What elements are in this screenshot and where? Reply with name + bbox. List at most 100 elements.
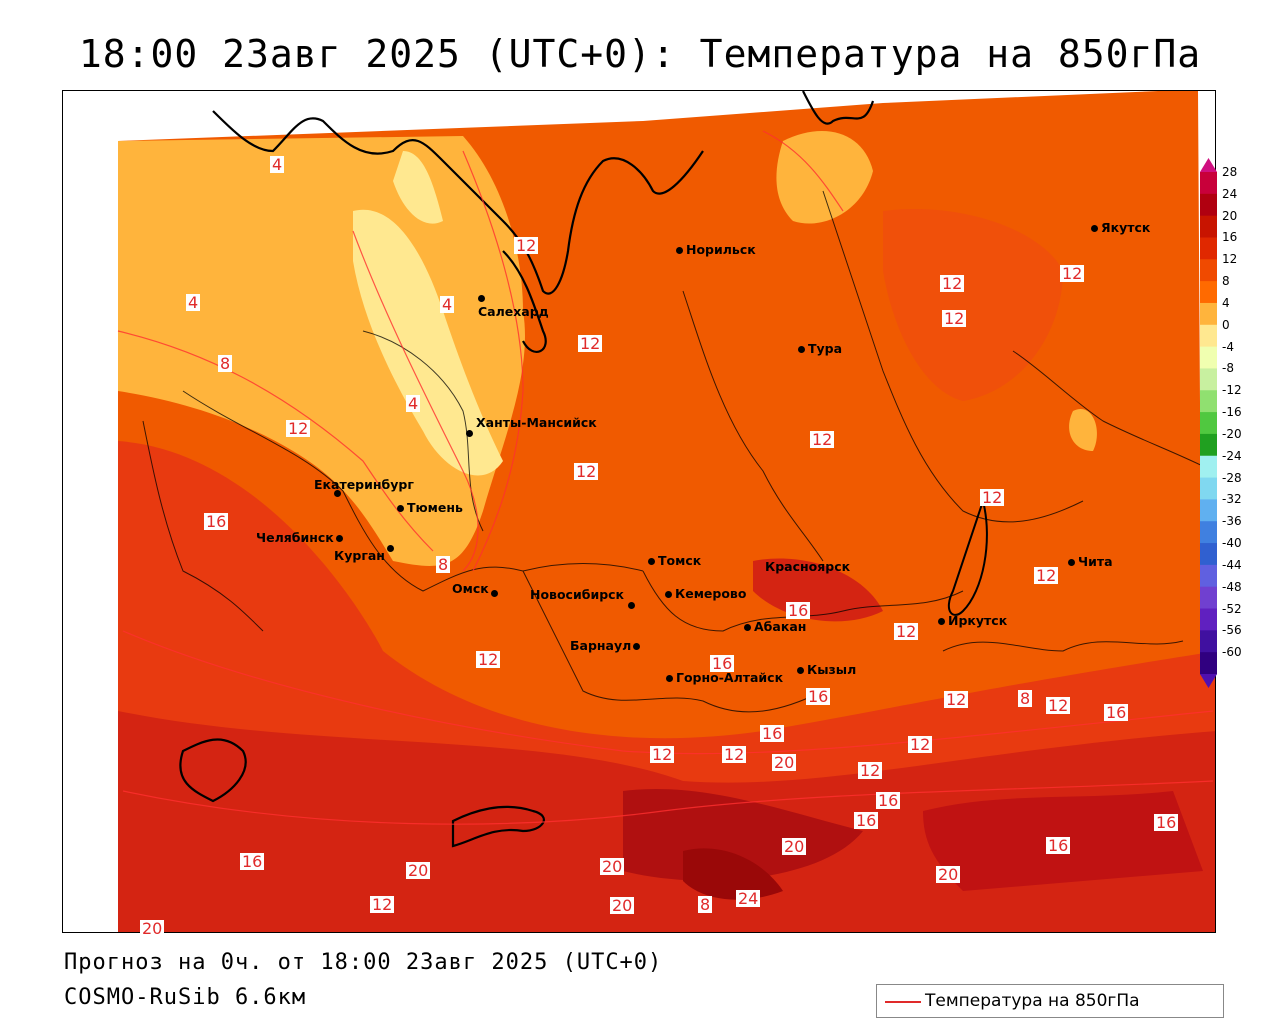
colorbar-tick-label: -60 bbox=[1222, 645, 1242, 660]
city-marker-icon bbox=[1068, 559, 1075, 566]
city-krasnoyarsk: Красноярск bbox=[765, 559, 851, 574]
contour-label: 16 bbox=[1104, 703, 1129, 722]
contour-label: 12 bbox=[980, 488, 1005, 507]
colorbar-swatch bbox=[1200, 564, 1217, 588]
colorbar-swatch bbox=[1200, 652, 1217, 675]
contour-label: 16 bbox=[760, 724, 785, 743]
contour-label: 12 bbox=[944, 690, 969, 709]
city-chita: Чита bbox=[1068, 554, 1113, 569]
contour-label: 4 bbox=[440, 295, 455, 314]
city-marker-icon bbox=[466, 430, 473, 437]
colorbar-tick-label: -20 bbox=[1222, 426, 1242, 441]
map-title: 18:00 23авг 2025 (UTC+0): Температура на… bbox=[78, 32, 1202, 76]
colorbar-tick-label: -28 bbox=[1222, 470, 1242, 485]
contour-label: 12 bbox=[574, 462, 599, 481]
colorbar-tick-label: -4 bbox=[1222, 339, 1234, 354]
city-marker-icon bbox=[335, 535, 343, 542]
contour-label: 12 bbox=[894, 622, 919, 641]
forecast-text: Прогноз на 0ч. от 18:00 23авг 2025 (UTC+… bbox=[64, 950, 663, 975]
contour-label: 20 bbox=[772, 753, 797, 772]
city-marker-icon bbox=[334, 490, 341, 497]
colorbar-tick-label: -8 bbox=[1222, 361, 1234, 376]
city-salekhard: Салехард bbox=[478, 290, 559, 319]
colorbar-tick-label: -44 bbox=[1222, 557, 1242, 572]
city-marker-icon bbox=[490, 590, 498, 597]
city-marker-icon bbox=[633, 643, 641, 650]
model-text: COSMO-RuSib 6.6км bbox=[64, 985, 307, 1010]
city-tura: Тура bbox=[798, 341, 842, 356]
colorbar-swatch bbox=[1200, 477, 1217, 500]
colorbar-tick-label: 20 bbox=[1222, 208, 1238, 223]
city-kemerovo: Кемерово bbox=[665, 586, 746, 601]
contour-label: 16 bbox=[240, 852, 265, 871]
colorbar-tick-label: -24 bbox=[1222, 448, 1242, 463]
city-marker-icon bbox=[666, 675, 673, 682]
contour-label: 12 bbox=[370, 895, 395, 914]
colorbar-tick-label: -12 bbox=[1222, 383, 1242, 398]
contour-label: 4 bbox=[270, 155, 285, 174]
colorbar bbox=[1200, 158, 1217, 688]
colorbar-swatch bbox=[1200, 368, 1217, 391]
city-yekaterinburg: Екатеринбург bbox=[314, 477, 414, 492]
colorbar-swatch bbox=[1200, 608, 1217, 631]
colorbar-top-arrow bbox=[1200, 158, 1217, 172]
colorbar-tick-label: -16 bbox=[1222, 405, 1242, 420]
city-gorno-altaysk: Горно-Алтайск bbox=[666, 670, 783, 685]
contour-label: 12 bbox=[1060, 264, 1085, 283]
contour-label: 12 bbox=[940, 274, 965, 293]
colorbar-swatch bbox=[1200, 390, 1217, 413]
city-khanty-mansiysk: Ханты-Мансийск bbox=[466, 415, 597, 437]
city-yakutsk: Якутск bbox=[1091, 220, 1150, 235]
city-marker-icon bbox=[797, 667, 804, 674]
colorbar-tick-label: -32 bbox=[1222, 492, 1242, 507]
colorbar-swatch bbox=[1200, 237, 1217, 260]
colorbar-swatch bbox=[1200, 215, 1217, 238]
colorbar-swatch bbox=[1200, 172, 1217, 195]
legend-line-icon bbox=[885, 1001, 921, 1003]
city-chelyabinsk: Челябинск bbox=[256, 530, 346, 545]
contour-label: 4 bbox=[186, 293, 201, 312]
colorbar-tick-label: -40 bbox=[1222, 536, 1242, 551]
colorbar-swatch bbox=[1200, 521, 1217, 544]
contour-label: 12 bbox=[476, 650, 501, 669]
colorbar-tick-label: 4 bbox=[1222, 295, 1230, 310]
city-norilsk: Норильск bbox=[676, 242, 756, 257]
colorbar-tick-label: 28 bbox=[1222, 165, 1238, 179]
contour-label: 16 bbox=[786, 601, 811, 620]
colorbar-tick-label: -48 bbox=[1222, 579, 1242, 594]
city-marker-icon bbox=[676, 247, 683, 254]
contour-label: 8 bbox=[436, 555, 451, 574]
colorbar-swatch bbox=[1200, 586, 1217, 610]
contour-label: 20 bbox=[600, 857, 625, 876]
contour-label: 16 bbox=[876, 791, 901, 810]
contour-label: 12 bbox=[514, 236, 539, 255]
contour-label: 20 bbox=[140, 919, 165, 938]
contour-label: 12 bbox=[722, 745, 747, 764]
legend: Температура на 850гПа bbox=[876, 984, 1224, 1018]
colorbar-swatch bbox=[1200, 302, 1217, 326]
colorbar-swatch bbox=[1200, 543, 1217, 566]
contour-label: 24 bbox=[736, 889, 761, 908]
city-marker-icon bbox=[648, 558, 655, 565]
contour-label: 20 bbox=[610, 896, 635, 915]
contour-label: 16 bbox=[806, 687, 831, 706]
contour-label: 16 bbox=[1046, 836, 1071, 855]
contour-label: 8 bbox=[1018, 689, 1033, 708]
city-novosibirsk: Новосибирск bbox=[530, 587, 638, 609]
colorbar-tick-label: -36 bbox=[1222, 514, 1242, 529]
contour-label: 12 bbox=[1046, 696, 1071, 715]
colorbar-swatch bbox=[1200, 433, 1217, 457]
contour-label: 16 bbox=[854, 811, 879, 830]
colorbar-tick-label: 24 bbox=[1222, 186, 1238, 201]
city-marker-icon bbox=[628, 602, 636, 609]
temperature-field bbox=[63, 91, 1215, 932]
colorbar-swatch bbox=[1200, 259, 1217, 282]
city-tomsk: Томск bbox=[648, 553, 701, 568]
colorbar-swatch bbox=[1200, 412, 1217, 435]
city-abakan: Абакан bbox=[744, 619, 806, 634]
contour-label: 12 bbox=[286, 419, 311, 438]
colorbar-swatch bbox=[1200, 346, 1217, 369]
contour-label: 12 bbox=[650, 745, 675, 764]
contour-label: 20 bbox=[936, 865, 961, 884]
colorbar-tick-label: 0 bbox=[1222, 317, 1230, 332]
